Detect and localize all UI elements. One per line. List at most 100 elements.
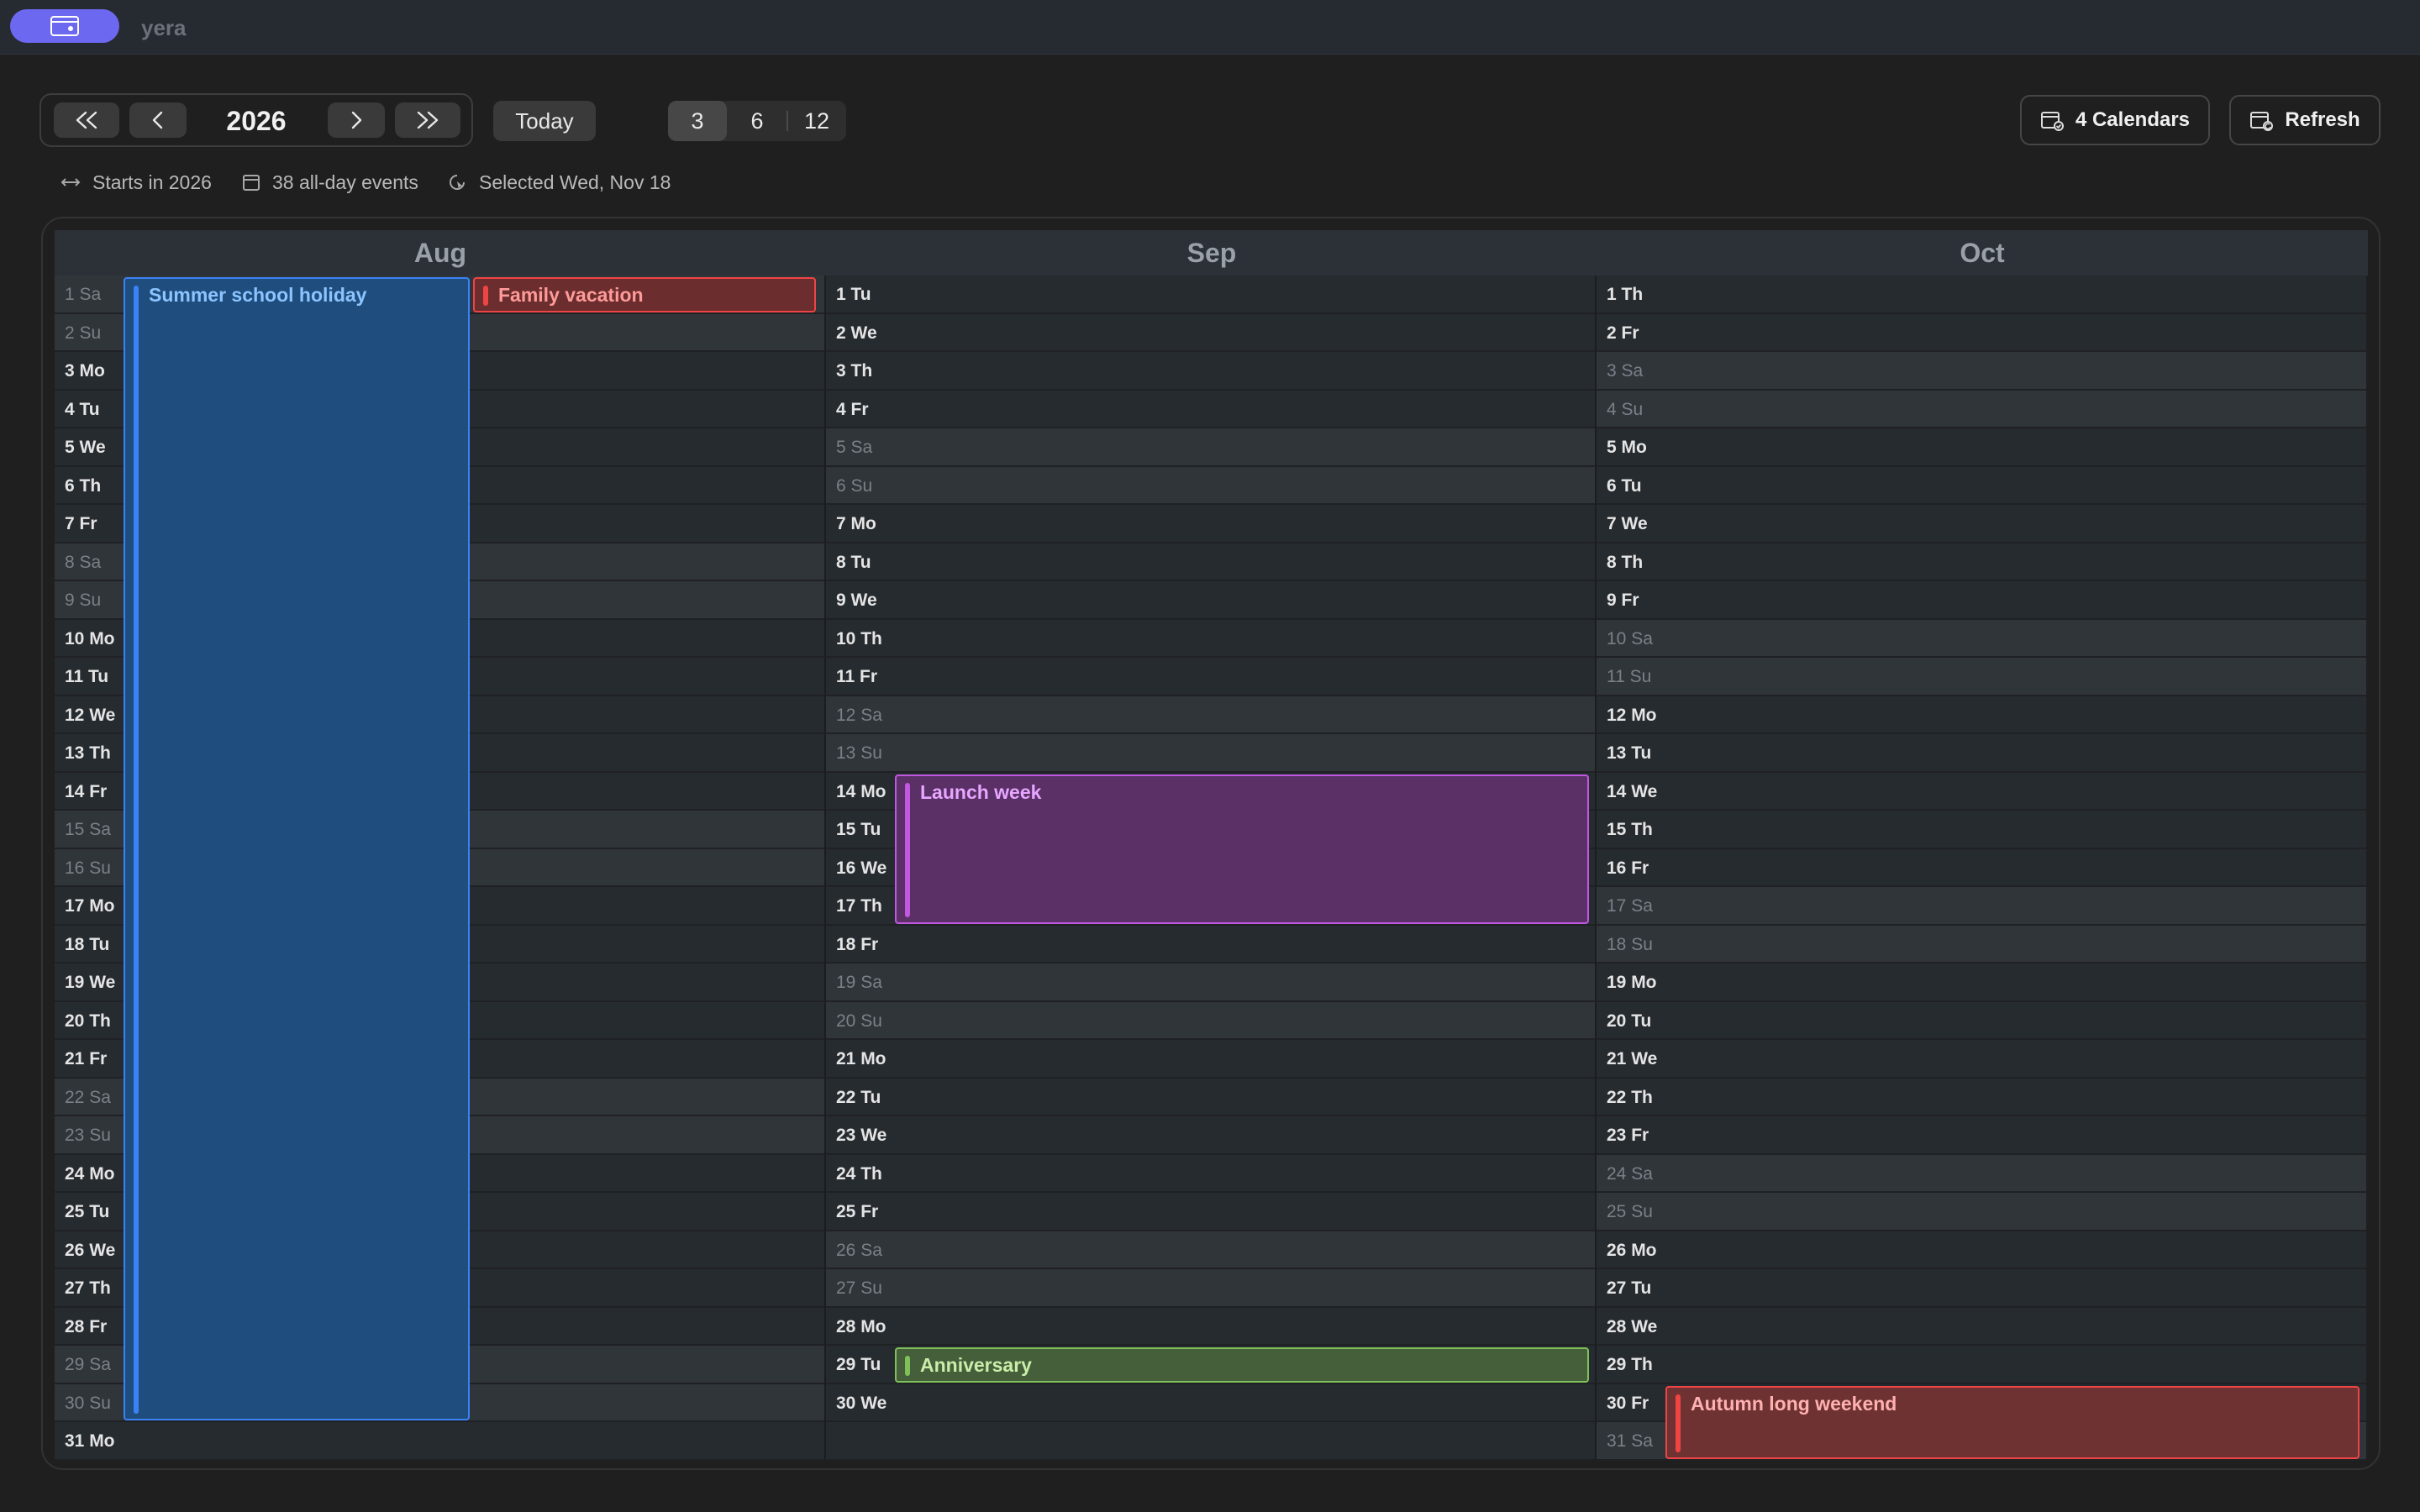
day-label: 16 We — [836, 858, 887, 878]
day-row[interactable]: 10 Sa — [1597, 619, 2366, 658]
day-row[interactable]: 29 Th — [1597, 1346, 2366, 1384]
previous-year-button[interactable] — [129, 102, 187, 138]
day-row[interactable]: 2 We — [826, 313, 1596, 352]
day-row[interactable]: 28 Mo — [826, 1307, 1596, 1346]
starts-label: Starts in 2026 — [92, 171, 212, 193]
event-color-bar — [905, 1356, 910, 1376]
day-row[interactable]: 8 Th — [1597, 543, 2366, 581]
day-row[interactable]: 24 Th — [826, 1154, 1596, 1193]
day-label: 1 Sa — [65, 285, 102, 304]
day-label: 30 We — [836, 1393, 887, 1413]
refresh-button[interactable]: Refresh — [2229, 95, 2381, 145]
day-row[interactable]: 6 Su — [826, 466, 1596, 505]
day-row[interactable]: 18 Fr — [826, 925, 1596, 963]
day-row[interactable]: 24 Sa — [1597, 1154, 2366, 1193]
day-row[interactable]: 4 Fr — [826, 390, 1596, 428]
day-row[interactable]: 18 Su — [1597, 925, 2366, 963]
day-row[interactable]: 25 Fr — [826, 1193, 1596, 1231]
event-launch-week[interactable]: Launch week — [895, 774, 1589, 924]
day-row[interactable]: 3 Sa — [1597, 352, 2366, 391]
event-autumn-long-weekend[interactable]: Autumn long weekend — [1665, 1385, 2360, 1459]
day-label: 2 Su — [65, 323, 102, 343]
title-bar: yera — [0, 0, 2420, 55]
day-label: 14 Fr — [65, 781, 108, 801]
day-label: 23 We — [836, 1126, 887, 1145]
day-row[interactable]: 2 Fr — [1597, 313, 2366, 352]
day-row[interactable]: 20 Su — [826, 1001, 1596, 1040]
day-row[interactable]: 17 Sa — [1597, 887, 2366, 926]
day-row[interactable]: 5 Sa — [826, 428, 1596, 467]
view-12-months[interactable]: 12 — [803, 108, 830, 134]
day-label: 5 Mo — [1607, 438, 1647, 457]
day-row[interactable]: 22 Th — [1597, 1078, 2366, 1116]
calendars-label: 4 Calendars — [2075, 108, 2191, 131]
day-row[interactable]: 21 Mo — [826, 1040, 1596, 1079]
day-label: 22 Th — [1607, 1087, 1653, 1107]
day-label: 10 Mo — [65, 628, 115, 648]
day-row[interactable]: 21 We — [1597, 1040, 2366, 1079]
day-label: 11 Fr — [836, 667, 878, 686]
day-row[interactable]: 5 Mo — [1597, 428, 2366, 467]
day-row[interactable]: 12 Mo — [1597, 696, 2366, 734]
day-row[interactable]: 1 Tu — [826, 276, 1596, 314]
view-3-months[interactable]: 3 — [668, 101, 727, 141]
day-row[interactable]: 26 Mo — [1597, 1231, 2366, 1269]
calendars-button[interactable]: 4 Calendars — [2020, 95, 2210, 145]
day-row[interactable]: 20 Tu — [1597, 1001, 2366, 1040]
event-title: Family vacation — [498, 284, 644, 306]
day-row[interactable]: 16 Fr — [1597, 848, 2366, 887]
day-label: 20 Tu — [1607, 1011, 1652, 1031]
day-row[interactable]: 7 We — [1597, 505, 2366, 543]
day-label: 22 Sa — [65, 1087, 111, 1107]
next-decade-button[interactable] — [395, 102, 460, 138]
day-row[interactable]: 13 Tu — [1597, 734, 2366, 773]
day-row[interactable]: 19 Mo — [1597, 963, 2366, 1002]
day-label: 29 Tu — [836, 1355, 881, 1374]
day-label: 19 Mo — [1607, 973, 1657, 992]
day-row[interactable]: 6 Tu — [1597, 466, 2366, 505]
day-label: 24 Sa — [1607, 1163, 1653, 1184]
day-row[interactable]: 11 Su — [1597, 658, 2366, 696]
day-row[interactable]: 25 Su — [1597, 1193, 2366, 1231]
day-row[interactable]: 9 Fr — [1597, 581, 2366, 620]
day-row[interactable]: 27 Tu — [1597, 1269, 2366, 1308]
day-row[interactable]: 10 Th — [826, 619, 1596, 658]
day-row[interactable]: 22 Tu — [826, 1078, 1596, 1116]
day-row[interactable]: 13 Su — [826, 734, 1596, 773]
day-row[interactable]: 26 Sa — [826, 1231, 1596, 1269]
day-label: 17 Sa — [1607, 896, 1653, 916]
event-summer-school-holiday[interactable]: Summer school holiday — [124, 277, 470, 1420]
day-row[interactable]: 19 Sa — [826, 963, 1596, 1002]
day-row[interactable]: 9 We — [826, 581, 1596, 620]
view-6-months[interactable]: 6 — [750, 108, 764, 134]
day-label: 2 We — [836, 323, 877, 343]
view-months-selector: 3 6 12 — [668, 101, 846, 141]
app-switcher-button[interactable] — [10, 9, 119, 43]
day-label: 18 Su — [1607, 934, 1653, 954]
day-label: 7 Fr — [65, 514, 97, 533]
day-row[interactable]: 28 We — [1597, 1307, 2366, 1346]
day-row[interactable]: 23 We — [826, 1116, 1596, 1155]
day-row[interactable]: 30 We — [826, 1383, 1596, 1422]
previous-decade-button[interactable] — [54, 102, 119, 138]
day-label: 11 Tu — [65, 667, 109, 686]
day-row[interactable]: 1 Th — [1597, 276, 2366, 314]
day-row[interactable]: 23 Fr — [1597, 1116, 2366, 1155]
today-button[interactable]: Today — [493, 101, 596, 141]
event-anniversary[interactable]: Anniversary — [895, 1347, 1589, 1383]
day-label: 9 Su — [65, 591, 102, 610]
day-row[interactable]: 8 Tu — [826, 543, 1596, 581]
cursor-click-icon — [450, 175, 465, 190]
day-row[interactable]: 7 Mo — [826, 505, 1596, 543]
day-row[interactable]: 3 Th — [826, 352, 1596, 391]
event-family-vacation[interactable]: Family vacation — [473, 277, 816, 312]
day-row[interactable]: 14 We — [1597, 772, 2366, 811]
next-year-button[interactable] — [328, 102, 385, 138]
day-row[interactable]: 11 Fr — [826, 658, 1596, 696]
month-divider — [824, 276, 826, 1460]
day-row[interactable]: 4 Su — [1597, 390, 2366, 428]
day-row[interactable]: 12 Sa — [826, 696, 1596, 734]
day-row[interactable]: 15 Th — [1597, 811, 2366, 849]
day-row[interactable]: 31 Mo — [55, 1422, 824, 1461]
day-row[interactable]: 27 Su — [826, 1269, 1596, 1308]
